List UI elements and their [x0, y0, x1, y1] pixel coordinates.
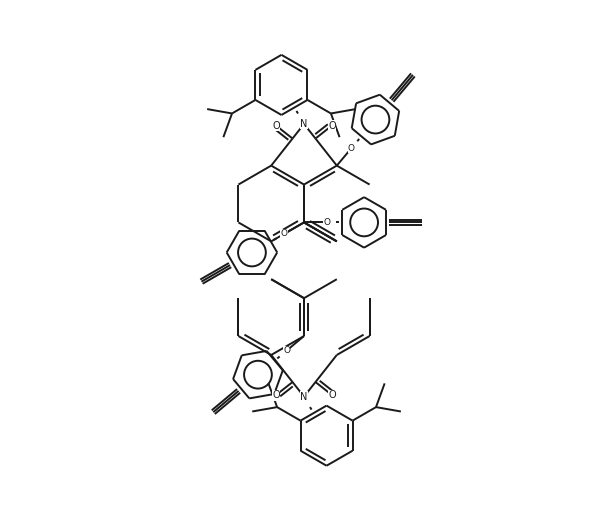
Text: N: N: [300, 392, 308, 402]
Text: O: O: [328, 121, 336, 130]
Text: O: O: [272, 390, 280, 400]
Text: O: O: [348, 144, 355, 153]
Text: O: O: [323, 218, 330, 227]
Text: N: N: [300, 119, 308, 129]
Text: O: O: [283, 346, 290, 355]
Text: O: O: [281, 229, 288, 238]
Text: O: O: [328, 390, 336, 400]
Text: O: O: [272, 121, 280, 130]
